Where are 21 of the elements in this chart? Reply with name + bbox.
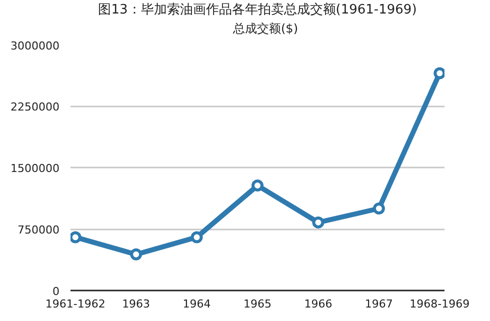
y-tick-label: 1500000 <box>10 162 60 175</box>
x-tick-label: 1965 <box>244 298 272 310</box>
point <box>312 216 324 228</box>
y-tick-label: 750000 <box>18 224 60 236</box>
x-tick-label: 1968-1969 <box>410 298 470 310</box>
point <box>130 248 142 260</box>
x-tick-label: 1963 <box>122 298 150 310</box>
y-tick-label: 3000000 <box>10 40 60 52</box>
point <box>372 202 385 214</box>
x-tick-label: 1961-1962 <box>45 298 106 310</box>
x-tick-label: 1967 <box>364 298 393 310</box>
text: 总成交额($) <box>233 20 298 37</box>
point <box>434 67 444 80</box>
point <box>70 231 82 244</box>
point <box>190 231 203 244</box>
y-tick-label: 0 <box>52 285 60 298</box>
x-tick-label: 1964 <box>182 298 211 310</box>
chart-title: 图13：毕加索油画作品各年拍卖总成交额(1961-1969) <box>98 2 417 18</box>
x-tick-label: 1966 <box>304 298 332 310</box>
y-tick-label: 2250000 <box>10 100 60 114</box>
point <box>252 180 264 192</box>
